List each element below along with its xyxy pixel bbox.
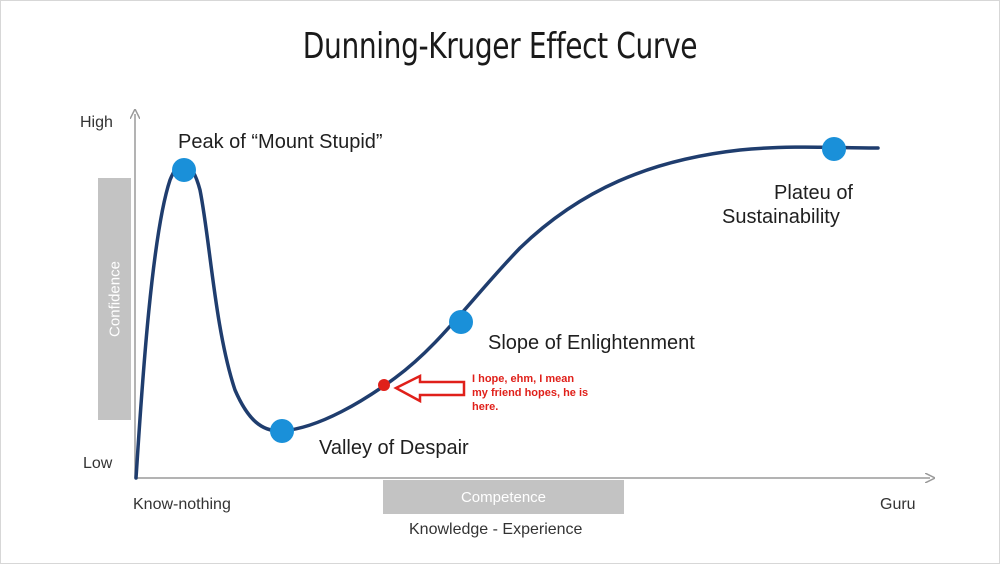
competence-bar: Competence [383, 480, 624, 514]
x-axis-end-label: Guru [880, 496, 916, 513]
y-axis-high-label: High [80, 114, 113, 131]
annotation-line-1: I hope, ehm, I mean [472, 373, 575, 385]
marker-peak [172, 158, 196, 182]
label-slope: Slope of Enlightenment [488, 332, 695, 354]
marker-slope [449, 310, 473, 334]
confidence-bar: Confidence [98, 178, 131, 420]
marker-valley [270, 419, 294, 443]
marker-plateau [822, 137, 846, 161]
label-plateau-line1: Plateu of [774, 182, 853, 204]
annotation-line-2: my friend hopes, he is [472, 387, 589, 399]
highlight-dot [378, 379, 390, 391]
label-valley: Valley of Despair [319, 437, 469, 459]
annotation-arrow-icon [393, 373, 466, 404]
label-peak: Peak of “Mount Stupid” [178, 131, 383, 153]
competence-bar-label: Competence [460, 488, 547, 506]
annotation-line-3: here. [472, 401, 499, 413]
x-axis-start-label: Know-nothing [133, 496, 231, 513]
annotation-note: I hope, ehm, I mean my friend hopes, he … [472, 372, 622, 414]
label-plateau-line2: Sustainability [722, 206, 840, 228]
page-title: Dunning-Kruger Effect Curve [302, 26, 698, 67]
x-axis-caption: Knowledge - Experience [409, 521, 583, 538]
y-axis-low-label: Low [83, 455, 113, 472]
